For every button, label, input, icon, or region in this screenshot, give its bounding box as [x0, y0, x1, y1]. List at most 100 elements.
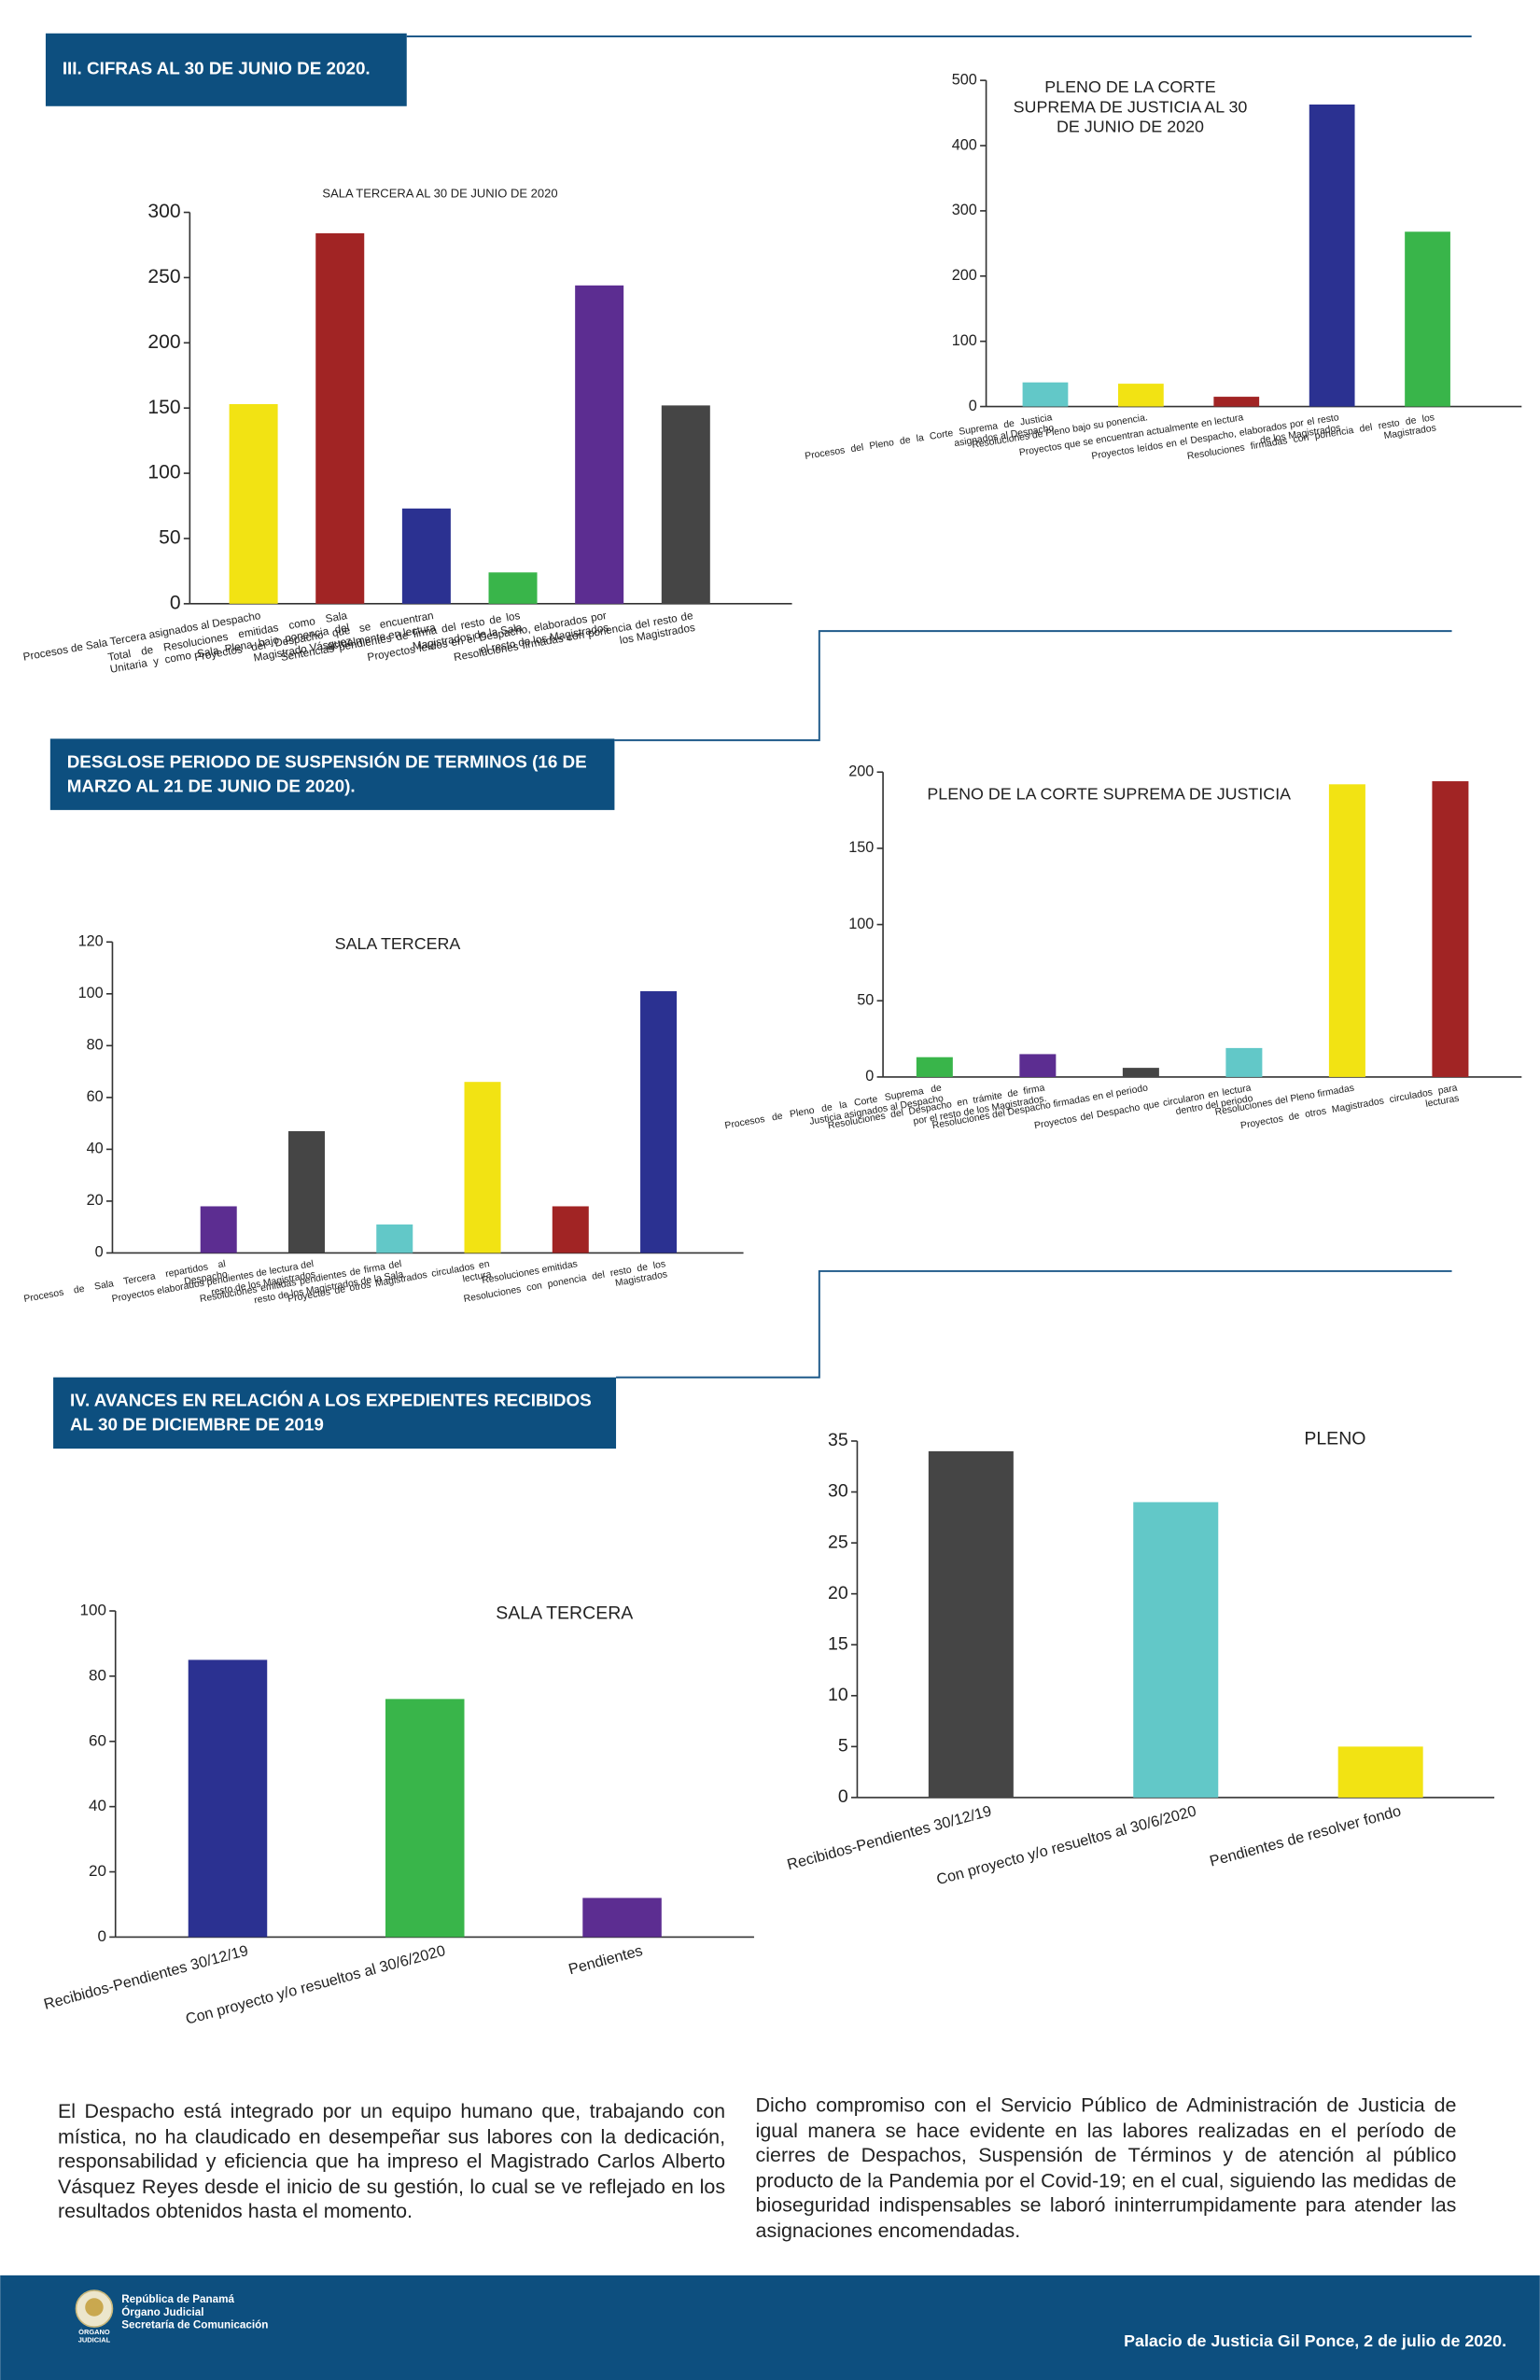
y-tick-label: 300: [952, 202, 977, 218]
logo-line: República de Panamá: [121, 2293, 234, 2305]
y-tick-label: 80: [87, 1037, 104, 1054]
y-tick-label: 0: [969, 398, 977, 414]
divider-line: [616, 1269, 1452, 1379]
section-header-box: IV. AVANCES EN RELACIÓN A LOS EXPEDIENTE…: [69, 1392, 592, 1435]
paragraph-box: Dicho compromiso con el Servicio Público…: [755, 2093, 1457, 2242]
bar: [376, 1224, 413, 1253]
y-tick-label: 200: [147, 331, 180, 353]
y-tick-label: 100: [952, 332, 977, 349]
bar: [385, 1699, 465, 1938]
bar: [552, 1206, 589, 1253]
y-tick-label: 15: [828, 1633, 848, 1654]
y-tick-label: 60: [89, 1731, 106, 1749]
y-tick-label: 40: [87, 1141, 104, 1157]
bar: [1133, 1502, 1219, 1798]
section-header-bg: [45, 33, 407, 106]
y-tick-label: 100: [78, 985, 104, 1001]
bar: [1122, 1068, 1159, 1077]
y-tick-label: 20: [828, 1583, 848, 1603]
y-tick-label: 500: [952, 71, 977, 88]
paragraph: Dicho compromiso con el Servicio Público…: [755, 2093, 1457, 2242]
bar: [582, 1897, 662, 1938]
bar: [188, 1659, 268, 1938]
section-header-box: DESGLOSE PERIODO DE SUSPENSIÓN DE TERMIN…: [66, 752, 587, 796]
y-tick-label: 0: [838, 1786, 848, 1807]
y-tick-label: 150: [147, 397, 180, 418]
chart-title: SALA TERCERA AL 30 DE JUNIO DE 2020: [322, 186, 557, 200]
bar: [1117, 384, 1164, 407]
chart-title: SALA TERCERA: [496, 1603, 633, 1623]
paragraph: El Despacho está integrado por un equipo…: [57, 2099, 726, 2222]
bar: [488, 572, 538, 604]
y-tick-label: 150: [848, 839, 874, 856]
bar: [287, 1130, 325, 1253]
y-tick-label: 50: [857, 992, 874, 1009]
section-header-bg: [53, 1377, 617, 1449]
y-tick-label: 20: [89, 1862, 106, 1880]
bar: [575, 285, 624, 604]
y-tick-label: 0: [95, 1244, 104, 1261]
y-tick-label: 25: [828, 1532, 848, 1552]
bar: [1019, 1054, 1057, 1077]
bar: [1309, 104, 1355, 407]
emblem-text: ÓRGANO JUDICIAL: [77, 2328, 111, 2345]
y-tick-label: 200: [848, 763, 874, 780]
logo-line: Órgano Judicial: [121, 2306, 203, 2318]
section-header: III. CIFRAS AL 30 DE JUNIO DE 2020.: [62, 60, 371, 80]
bar: [1337, 1746, 1423, 1798]
bar: [916, 1057, 953, 1077]
y-tick-label: 100: [80, 1602, 106, 1619]
bar: [1225, 1047, 1263, 1077]
y-tick-label: 0: [865, 1068, 874, 1085]
y-tick-label: 35: [828, 1430, 848, 1450]
bar: [640, 991, 678, 1253]
footer-band: [0, 2275, 1540, 2380]
bar: [1022, 382, 1069, 407]
emblem-core: [85, 2298, 104, 2317]
chart-title: SALA TERCERA: [335, 934, 461, 953]
bar: [1213, 397, 1260, 407]
bar: [1328, 784, 1365, 1077]
section-header-box: III. CIFRAS AL 30 DE JUNIO DE 2020.: [62, 60, 371, 80]
y-tick-label: 40: [89, 1797, 106, 1814]
y-tick-label: 0: [170, 592, 181, 613]
bar: [1432, 781, 1469, 1077]
bar: [661, 405, 710, 604]
chart-title: PLENO: [1304, 1429, 1365, 1449]
y-tick-label: 100: [848, 916, 874, 932]
chart-title: PLENO DE LA CORTE SUPREMA DE JUSTICIA: [927, 784, 1291, 803]
y-tick-label: 80: [89, 1666, 106, 1684]
y-tick-label: 200: [952, 267, 977, 284]
y-tick-label: 20: [87, 1192, 104, 1209]
chart-title-box: PLENO DE LA CORTE SUPREMA DE JUSTICIA AL…: [1013, 78, 1248, 137]
bar: [401, 508, 451, 604]
y-tick-label: 10: [828, 1685, 848, 1705]
y-tick-label: 120: [78, 933, 104, 950]
bar: [315, 232, 365, 604]
paragraph-box: El Despacho está integrado por un equipo…: [57, 2099, 726, 2222]
section-header: IV. AVANCES EN RELACIÓN A LOS EXPEDIENTE…: [69, 1392, 592, 1435]
divider-line: [614, 630, 1452, 742]
chart-title: PLENO DE LA CORTE SUPREMA DE JUSTICIA AL…: [1013, 78, 1248, 137]
y-tick-label: 300: [147, 201, 180, 222]
y-tick-label: 250: [147, 266, 180, 287]
y-tick-label: 400: [952, 136, 977, 153]
y-tick-label: 50: [159, 527, 180, 549]
y-tick-label: 30: [828, 1481, 848, 1502]
emblem-text-box: ÓRGANO JUDICIAL: [77, 2328, 111, 2345]
y-tick-label: 0: [97, 1927, 105, 1945]
section-header: DESGLOSE PERIODO DE SUSPENSIÓN DE TERMIN…: [66, 752, 587, 796]
y-tick-label: 5: [838, 1736, 848, 1757]
bar: [464, 1082, 501, 1253]
bar: [200, 1206, 237, 1253]
bar: [1405, 231, 1450, 407]
section-header-bg: [49, 738, 615, 810]
bar: [928, 1450, 1014, 1798]
y-tick-label: 100: [147, 462, 180, 483]
logo-line: Secretaría de Comunicación: [121, 2319, 268, 2331]
footer-place-date: Palacio de Justicia Gil Ponce, 2 de juli…: [1124, 2331, 1506, 2350]
bar: [229, 403, 278, 604]
y-tick-label: 60: [87, 1088, 104, 1105]
